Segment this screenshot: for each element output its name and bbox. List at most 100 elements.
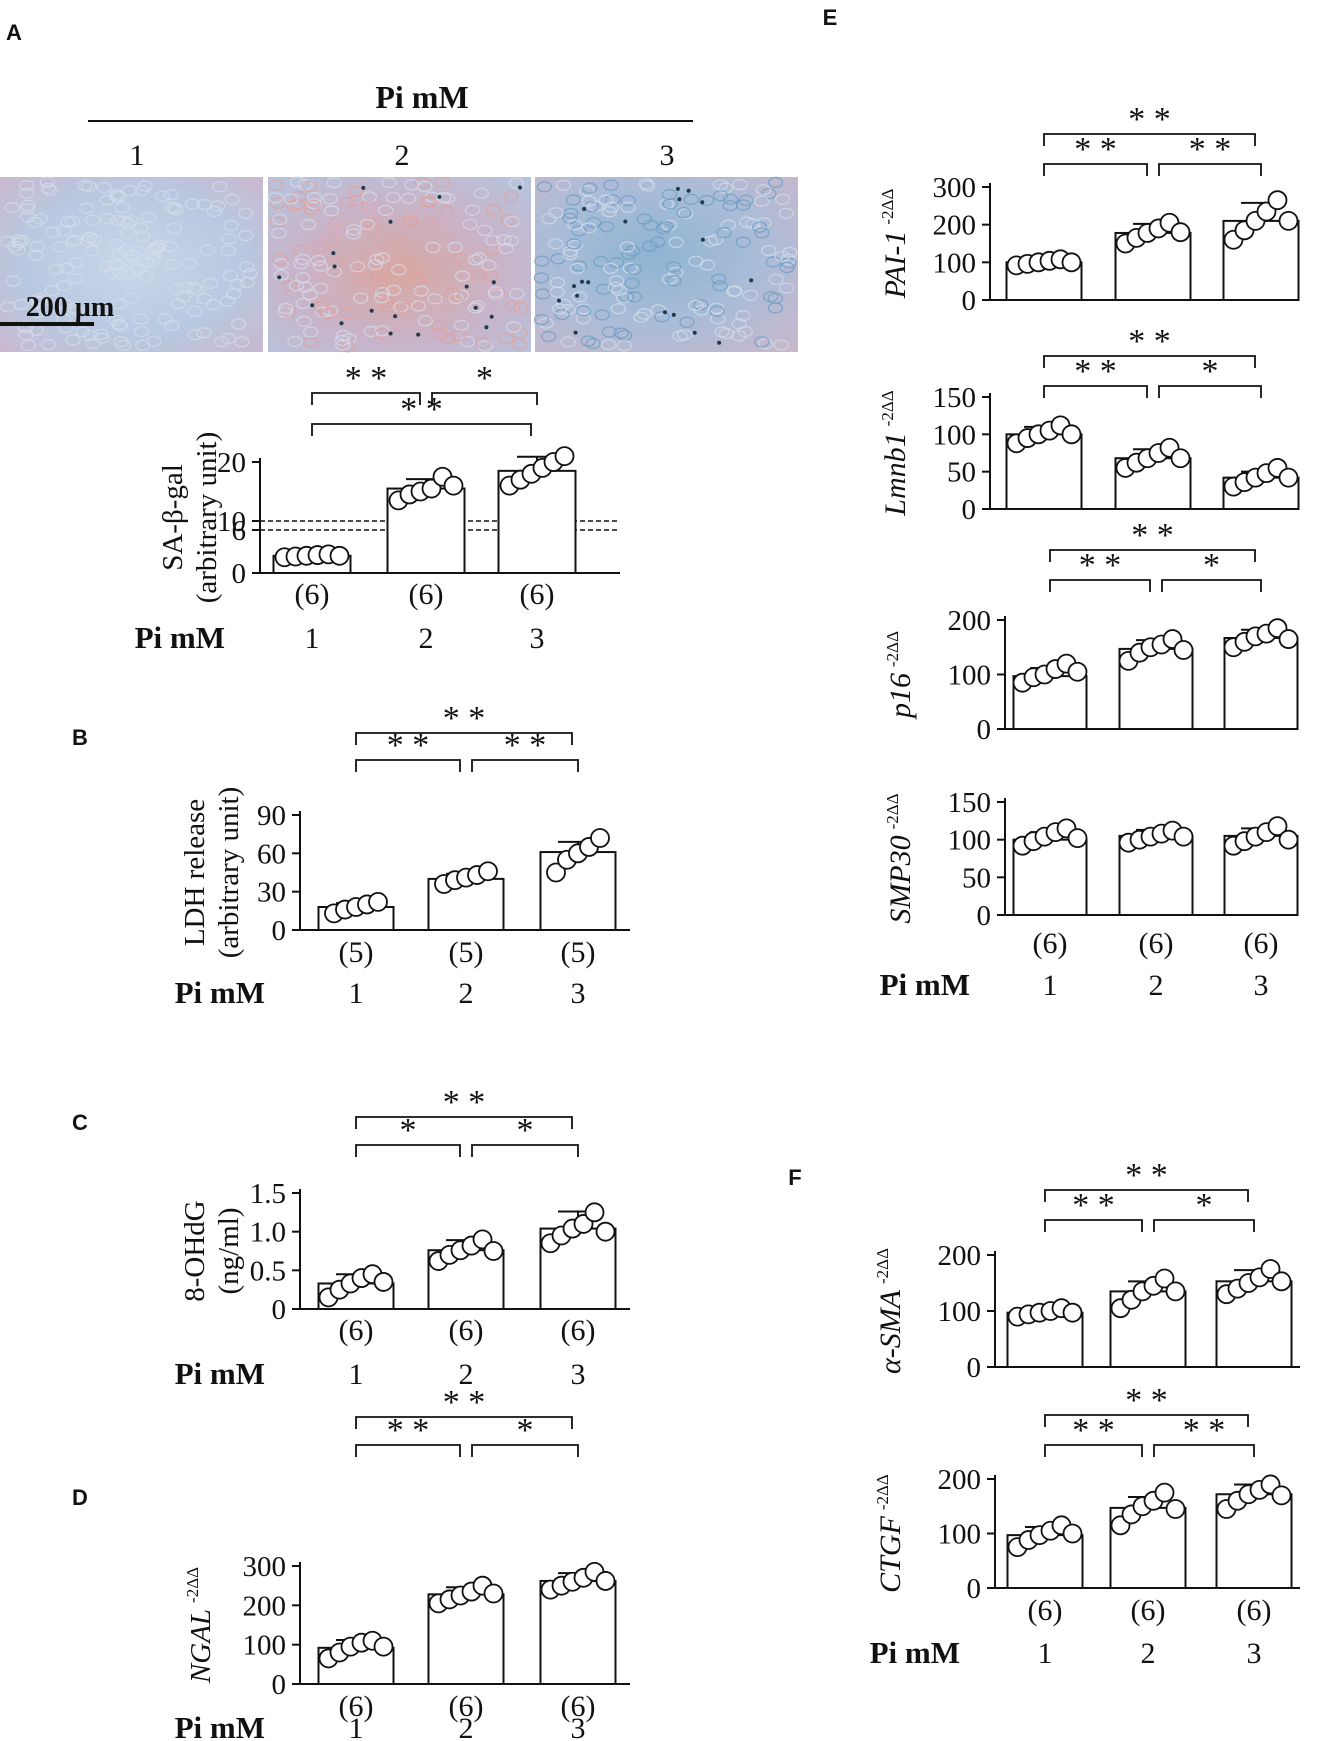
cell-outline	[403, 256, 419, 269]
category-label: 2	[459, 977, 474, 1010]
cell-outline	[359, 218, 375, 230]
cell-outline	[761, 245, 777, 257]
cell-outline	[410, 273, 426, 285]
cell-outline	[67, 234, 83, 246]
group-label: Pi mM	[135, 620, 225, 655]
category-label: 1	[1038, 1637, 1053, 1670]
cell-outline	[778, 207, 794, 219]
cell-outline	[157, 313, 173, 325]
cell-outline	[41, 339, 57, 351]
significance-bracket	[1158, 163, 1262, 176]
cell-outline	[688, 299, 704, 312]
y-axis-label-line: PAI-1	[879, 231, 912, 300]
cell-outline	[751, 221, 768, 233]
cell-outline	[726, 285, 742, 297]
cell-outline	[19, 203, 35, 215]
cell-outline	[571, 291, 588, 303]
significance-label: * *	[1128, 101, 1171, 138]
cell-outline	[580, 335, 596, 347]
cell-outline	[582, 182, 598, 194]
y-axis-label-line: α-SMA	[874, 1289, 907, 1374]
cell-outline	[273, 258, 289, 270]
cell-outline	[349, 261, 365, 273]
cell-outline	[602, 262, 619, 274]
cell-outline	[45, 226, 61, 238]
cell-outline	[735, 199, 752, 211]
cell-outline	[148, 241, 164, 253]
cell-outline	[567, 219, 583, 231]
cell-outline	[302, 180, 318, 192]
cell-outline	[636, 308, 652, 320]
cell-outline	[477, 224, 493, 236]
data-point	[1067, 828, 1088, 849]
stain-dot	[675, 186, 680, 191]
group-label: Pi mM	[870, 1635, 960, 1670]
cell-outline	[311, 242, 327, 254]
cell-outline	[168, 204, 184, 216]
data-point	[478, 861, 498, 882]
cell-outline	[722, 200, 738, 212]
cell-outline	[305, 199, 321, 211]
cell-outline	[178, 281, 194, 294]
y-axis-label-line: SMP30	[884, 835, 917, 923]
significance-bracket	[1044, 1189, 1249, 1202]
data-point	[1278, 467, 1299, 488]
cell-outline	[444, 287, 460, 299]
data-point	[595, 1221, 616, 1242]
cell-outline	[271, 227, 287, 239]
cell-outline	[40, 182, 56, 194]
cell-outline	[169, 283, 185, 295]
data-point	[329, 545, 350, 566]
cell-outline	[650, 304, 666, 316]
micrograph-header: Pi mM	[375, 79, 468, 115]
cell-outline	[541, 213, 557, 225]
significance-label: * *	[1128, 323, 1171, 360]
cell-outline	[554, 308, 570, 321]
cell-outline	[220, 245, 236, 257]
bar	[497, 469, 577, 575]
cell-outline	[753, 195, 770, 207]
cell-outline	[504, 301, 521, 313]
cell-outline	[29, 240, 45, 252]
cell-outline	[234, 336, 250, 348]
cell-outline	[270, 197, 286, 209]
cell-outline	[447, 241, 463, 253]
category-label: 2	[459, 1712, 474, 1741]
stain-dot	[489, 314, 494, 319]
cell-outline	[536, 181, 553, 193]
cell-outline	[462, 218, 478, 230]
data-point	[368, 891, 388, 912]
cell-outline	[287, 335, 303, 347]
y-tick-label: 200	[938, 1464, 982, 1496]
panel-letter-c: C	[72, 1110, 88, 1135]
cell-outline	[619, 241, 635, 253]
cell-outline	[141, 211, 157, 224]
significance-bracket	[1161, 579, 1262, 592]
cell-outline	[96, 181, 112, 193]
cell-outline	[620, 201, 636, 213]
y-axis-label: SMP30 -2ΔΔ	[883, 793, 917, 923]
data-point	[1165, 1499, 1186, 1519]
data-point	[1278, 629, 1299, 649]
cell-outline	[313, 282, 329, 294]
cell-outline	[349, 195, 365, 207]
chart-f2: 0 100 200 CTGF -2ΔΔ * * * * * * (6) (6) (6) 1 2 3 Pi m…	[870, 1382, 1300, 1670]
cell-outline	[121, 268, 137, 281]
y-tick-label: 6	[232, 515, 247, 547]
cell-outline	[755, 184, 772, 196]
cell-outline	[268, 179, 284, 191]
data-point	[483, 1583, 504, 1604]
stain-dot	[473, 305, 478, 310]
cell-outline	[196, 327, 212, 339]
cell-outline	[381, 177, 397, 189]
cell-outline	[581, 195, 597, 207]
cell-outline	[712, 179, 729, 191]
n-label: (5)	[561, 936, 596, 969]
category-label: 3	[1254, 969, 1269, 1002]
cell-outline	[625, 245, 641, 257]
y-tick-label: 30	[257, 877, 286, 909]
cell-outline	[739, 216, 755, 228]
cell-outline	[110, 214, 126, 226]
